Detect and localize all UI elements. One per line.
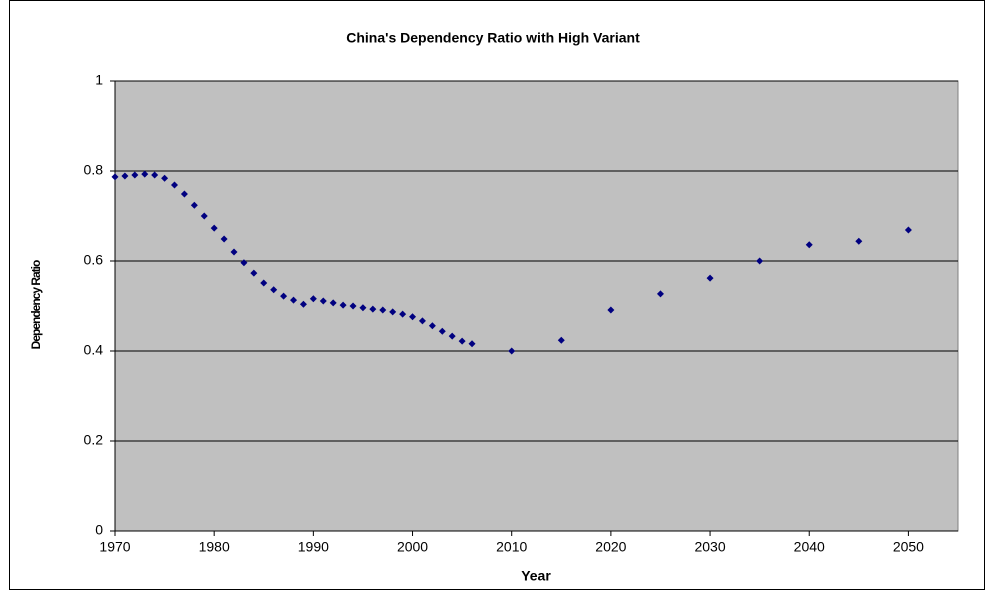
point [220, 235, 228, 243]
point [131, 171, 139, 179]
point [161, 174, 169, 182]
point [240, 259, 248, 267]
point [805, 241, 813, 249]
point [756, 257, 764, 265]
point [607, 306, 615, 314]
x-tick-label: 2030 [694, 539, 725, 555]
point [855, 237, 863, 245]
point [428, 322, 436, 330]
point [141, 170, 149, 178]
point [656, 290, 664, 298]
point [270, 286, 278, 294]
x-tick-label: 2010 [496, 539, 527, 555]
point [359, 304, 367, 312]
point [121, 172, 129, 180]
point [904, 226, 912, 234]
point [409, 313, 417, 321]
point [369, 305, 377, 313]
x-tick-label: 2050 [893, 539, 924, 555]
y-axis-title: Dependency Ratio [29, 260, 43, 349]
y-tick-label: 1 [95, 72, 103, 88]
point [418, 317, 426, 325]
point [309, 295, 317, 303]
point [151, 171, 159, 179]
point [111, 173, 119, 181]
x-tick-label: 1970 [99, 539, 130, 555]
chart-title: China's Dependency Ratio with High Varia… [346, 30, 640, 46]
point [210, 224, 218, 232]
point [706, 274, 714, 282]
point [557, 336, 565, 344]
point [190, 201, 198, 209]
point [260, 279, 268, 287]
point [230, 248, 238, 256]
point [290, 296, 298, 304]
y-tick-label: 0.6 [84, 252, 104, 268]
point [329, 299, 337, 307]
point [250, 269, 258, 277]
point [200, 212, 208, 220]
point [438, 327, 446, 335]
point [171, 181, 179, 189]
y-tick-label: 0.2 [84, 432, 104, 448]
point [319, 297, 327, 305]
point [180, 190, 188, 198]
y-tick-label: 0.8 [84, 162, 104, 178]
point [280, 292, 288, 300]
point [299, 300, 307, 308]
point [399, 310, 407, 318]
x-tick-label: 1990 [298, 539, 329, 555]
x-tick-label: 2020 [595, 539, 626, 555]
y-tick-label: 0.4 [84, 342, 104, 358]
y-tick-label: 0 [95, 522, 103, 538]
point [389, 308, 397, 316]
point [458, 337, 466, 345]
point [339, 301, 347, 309]
x-tick-label: 2040 [794, 539, 825, 555]
x-tick-label: 1980 [199, 539, 230, 555]
x-axis-title: Year [521, 568, 551, 584]
point [448, 332, 456, 340]
point [349, 302, 357, 310]
point [468, 340, 476, 348]
point [379, 306, 387, 314]
plot-area [114, 80, 959, 532]
point [508, 347, 516, 355]
x-tick-label: 2000 [397, 539, 428, 555]
